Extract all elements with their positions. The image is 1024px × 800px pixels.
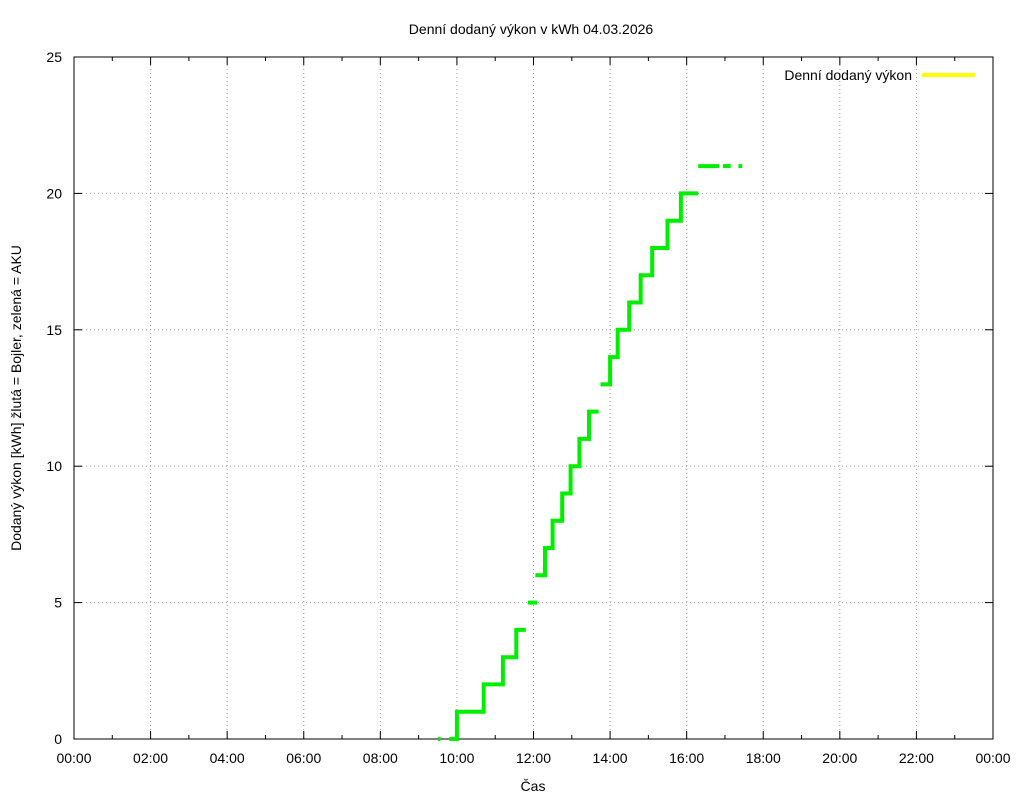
- y-tick-label: 25: [46, 49, 62, 65]
- series-line-segment: [449, 627, 526, 741]
- legend: Denní dodaný výkon: [784, 67, 975, 83]
- y-tick-label: 15: [46, 322, 62, 338]
- x-tick-label: 08:00: [363, 750, 398, 766]
- x-tick-label: 04:00: [210, 750, 245, 766]
- series-line-segment: [600, 191, 699, 387]
- x-tick-label: 16:00: [669, 750, 704, 766]
- legend-label: Denní dodaný výkon: [784, 67, 912, 83]
- y-tick-label: 10: [46, 458, 62, 474]
- y-axis: 0 5 10 15 20 25: [46, 49, 993, 747]
- y-axis-label: Dodaný výkon [kWh] žlutá = Bojler, zelen…: [8, 245, 24, 551]
- series-layer: [437, 164, 743, 741]
- x-tick-label: 18:00: [746, 750, 781, 766]
- chart-title: Denní dodaný výkon v kWh 04.03.2026: [409, 21, 654, 37]
- grid: [74, 57, 993, 739]
- y-tick-label: 5: [54, 595, 62, 611]
- series-line-segment: [535, 409, 599, 578]
- x-tick-label: 14:00: [593, 750, 628, 766]
- x-tick-label: 22:00: [899, 750, 934, 766]
- x-axis: 00:00 02:00 04:00 06:00 08:00 10:00 12:00 14:00…: [56, 57, 1011, 766]
- x-tick-label: 00:00: [975, 750, 1010, 766]
- x-axis-label: Čas: [521, 778, 546, 794]
- x-tick-label: 10:00: [439, 750, 474, 766]
- y-tick-label: 20: [46, 185, 62, 201]
- x-tick-label: 20:00: [822, 750, 857, 766]
- x-tick-label: 00:00: [56, 750, 91, 766]
- x-tick-label: 02:00: [133, 750, 168, 766]
- x-tick-label: 06:00: [286, 750, 321, 766]
- x-tick-label: 12:00: [516, 750, 551, 766]
- y-tick-label: 0: [54, 731, 62, 747]
